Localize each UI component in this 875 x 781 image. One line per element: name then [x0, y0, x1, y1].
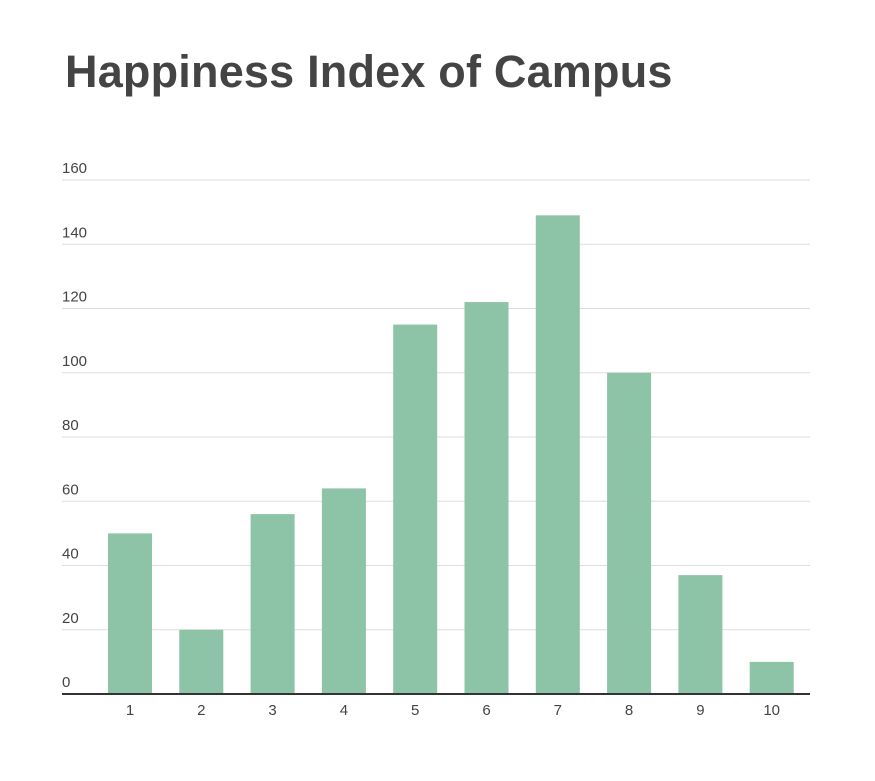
x-tick-label: 6: [482, 702, 490, 719]
x-tick-label: 5: [411, 702, 419, 719]
x-axis-tick-labels: 1 2 3 4 5 6 7 8 9 10: [126, 702, 780, 719]
y-tick-label: 20: [62, 610, 79, 627]
x-tick-label: 1: [126, 702, 134, 719]
y-tick-label: 140: [62, 224, 87, 241]
y-tick-label: 0: [62, 674, 70, 691]
bar: [179, 629, 224, 694]
x-tick-label: 8: [625, 702, 633, 719]
chart-title: Happiness Index of Campus: [65, 46, 673, 97]
y-tick-label: 120: [62, 289, 87, 306]
x-tick-label: 4: [340, 702, 348, 719]
bar: [607, 372, 652, 694]
bar: [535, 215, 580, 694]
bar: [749, 661, 794, 694]
x-tick-label: 3: [268, 702, 276, 719]
bar: [321, 488, 366, 694]
bar: [678, 575, 723, 694]
y-tick-label: 80: [62, 417, 79, 434]
x-tick-label: 7: [554, 702, 562, 719]
bar: [108, 533, 152, 694]
bar: [250, 514, 295, 694]
y-tick-label: 160: [62, 160, 87, 177]
y-tick-label: 60: [62, 481, 79, 498]
y-tick-label: 40: [62, 546, 79, 563]
bar: [393, 324, 438, 694]
x-tick-label: 2: [197, 702, 205, 719]
y-tick-label: 100: [62, 353, 87, 370]
x-tick-label: 9: [696, 702, 704, 719]
bar: [464, 302, 509, 694]
x-tick-label: 10: [763, 702, 780, 719]
bars: [108, 215, 794, 694]
y-axis-tick-labels: 0 20 40 60 80 100 120 140 160: [62, 160, 87, 691]
